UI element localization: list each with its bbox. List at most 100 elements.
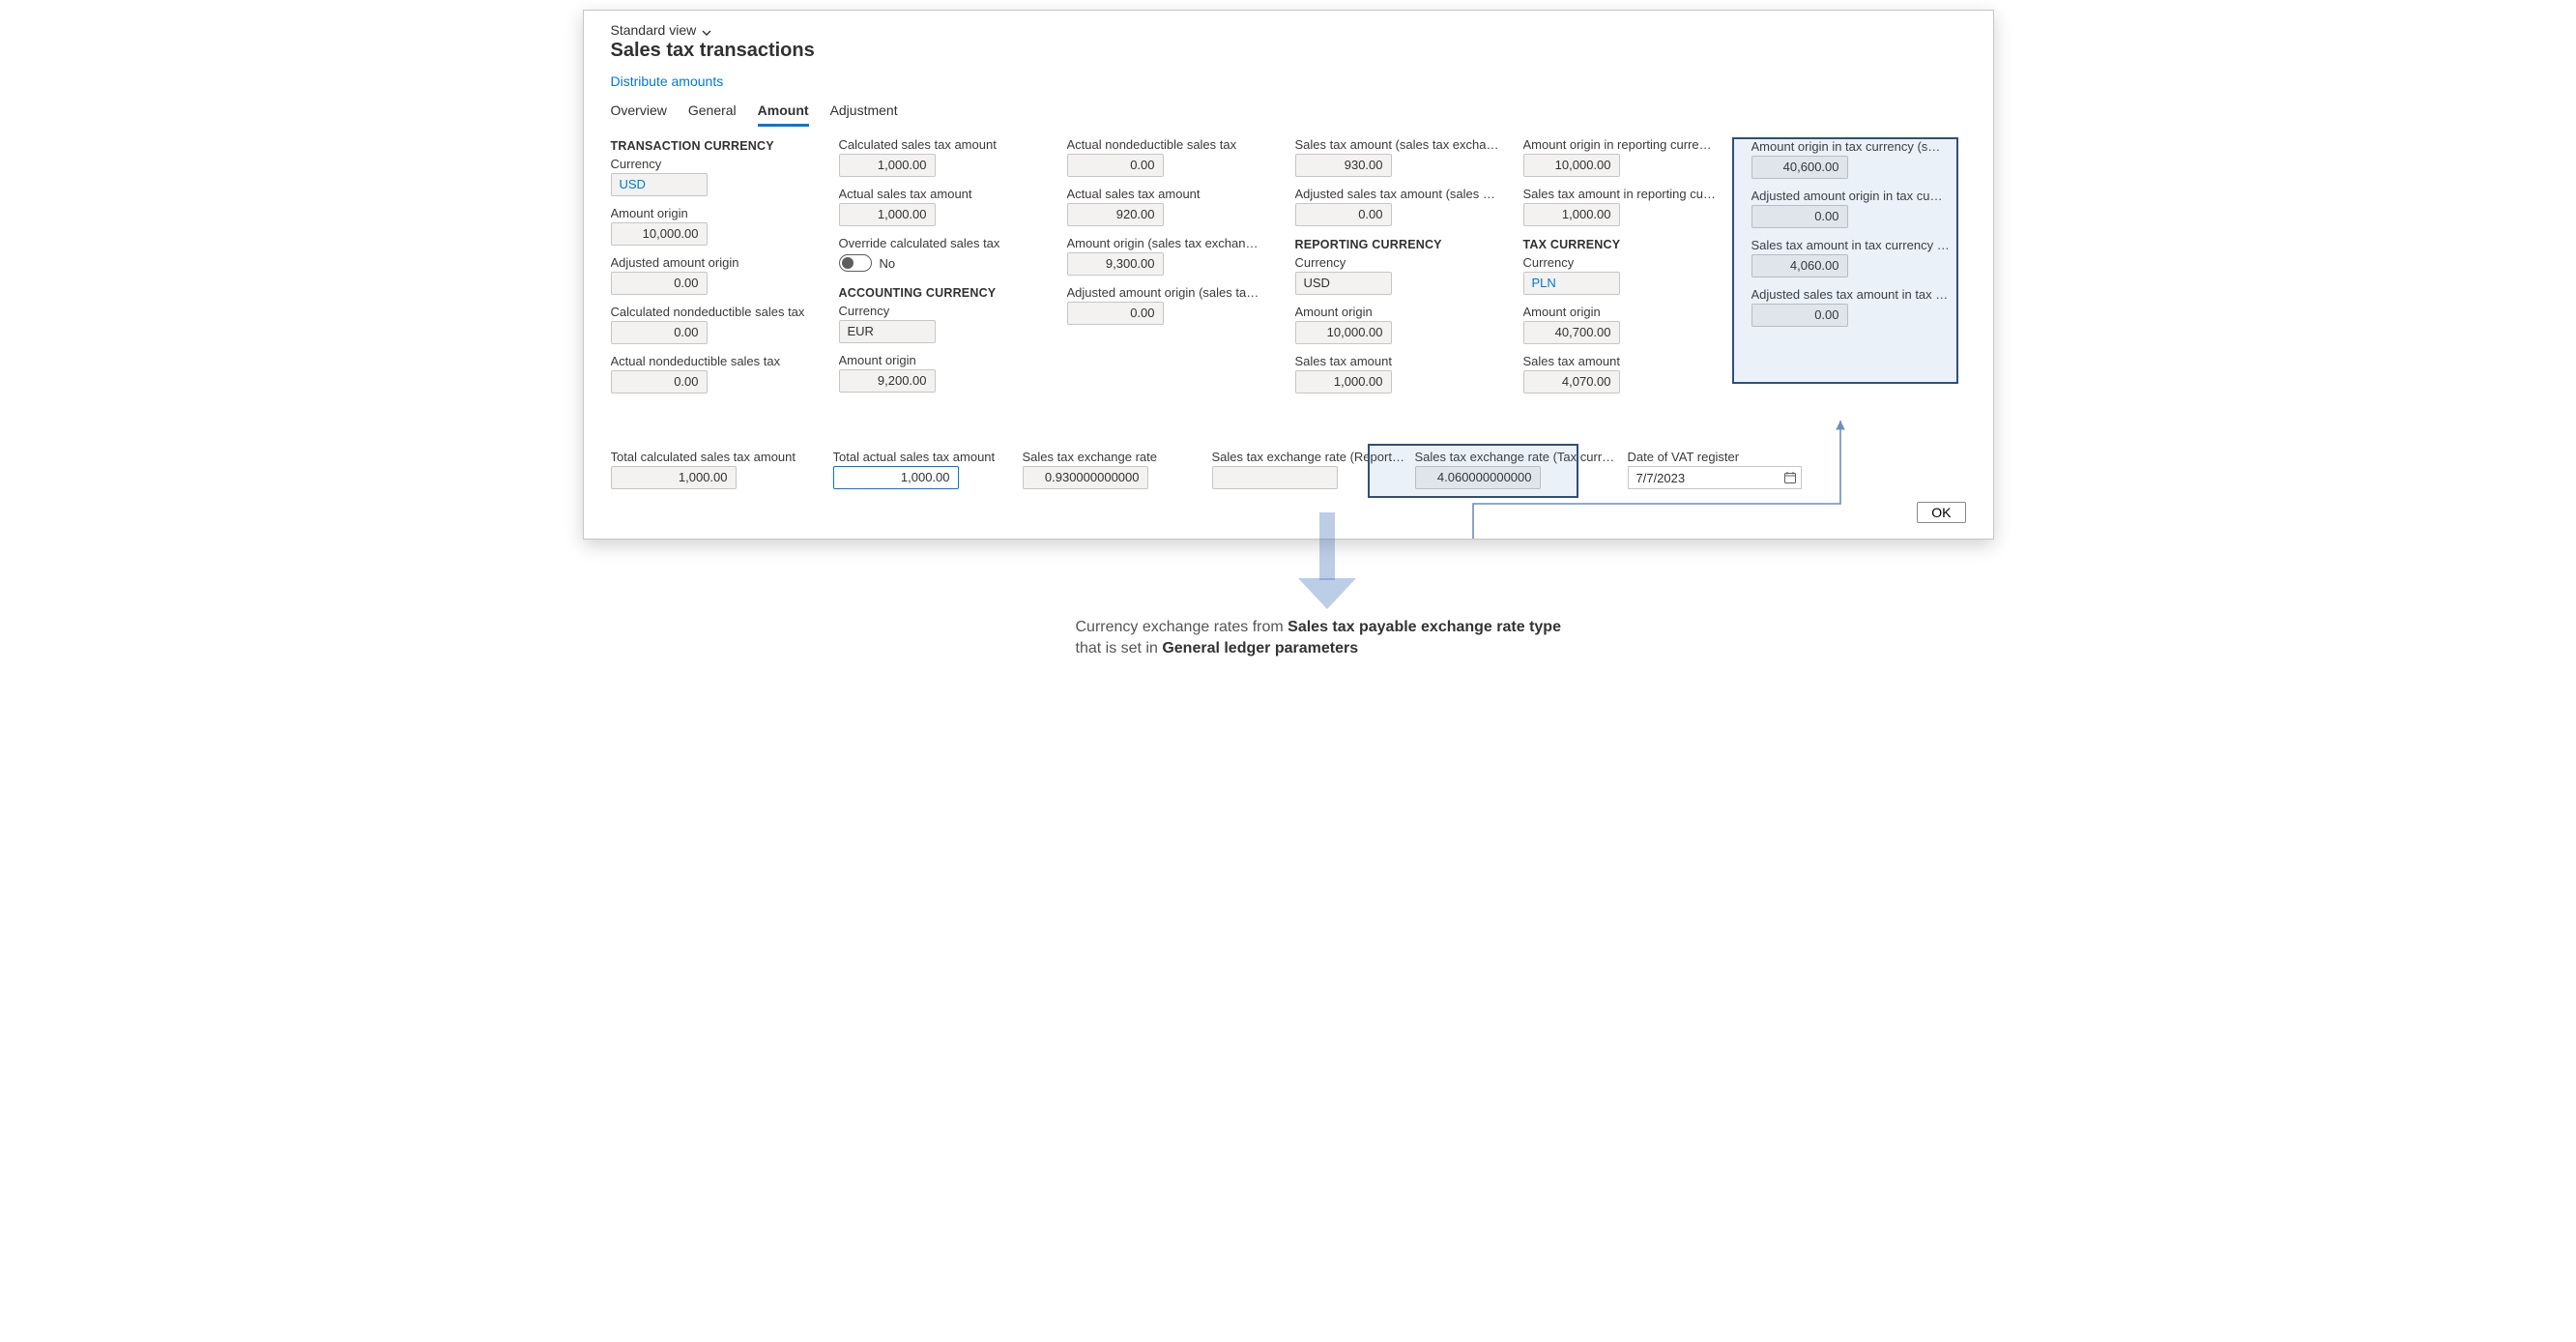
transaction-amount-origin[interactable]: 10,000.00 [611, 222, 708, 246]
actual-nonded-sales-tax-trans[interactable]: 0.00 [611, 370, 708, 394]
col-4: Sales tax amount (sales tax excha… 930.0… [1295, 137, 1506, 403]
date-vat-register-value: 7/7/2023 [1636, 471, 1686, 485]
annotation-caption: Currency exchange rates from Sales tax p… [1076, 617, 1578, 658]
sales-tax-exch-rate-tax[interactable]: 4.060000000000 [1415, 466, 1541, 489]
annotation-arrow-wrap: Currency exchange rates from Sales tax p… [989, 551, 1665, 658]
sales-tax-exch-rate[interactable]: 0.930000000000 [1023, 466, 1148, 489]
label-adjusted-sales-tax-amount-exch: Adjusted sales tax amount (sales … [1295, 187, 1506, 201]
accounting-currency-value[interactable]: EUR [839, 320, 936, 343]
distribute-amounts-link[interactable]: Distribute amounts [611, 73, 724, 89]
section-tax-currency: TAX CURRENCY [1523, 238, 1734, 251]
label-actual-nonded-sales-tax: Actual nondeductible sales tax [611, 354, 822, 368]
sales-tax-exch-rate-reporting[interactable] [1212, 466, 1338, 489]
tab-general[interactable]: General [688, 99, 737, 127]
date-vat-register-input[interactable]: 7/7/2023 [1628, 466, 1802, 489]
label-rep-sales-tax-amount: Sales tax amount [1295, 354, 1506, 368]
total-calc-sales-tax[interactable]: 1,000.00 [611, 466, 737, 489]
label-sales-tax-amount-tax-curr: Sales tax amount in tax currency … [1751, 238, 1962, 252]
label-override-calc-sales-tax: Override calculated sales tax [839, 236, 1050, 250]
actual-sales-tax-amount[interactable]: 1,000.00 [839, 203, 936, 226]
label-tax-amount-origin: Amount origin [1523, 305, 1734, 319]
label-actual-sales-tax-amount-2: Actual sales tax amount [1067, 187, 1278, 201]
label-amount-origin-exch: Amount origin (sales tax exchan… [1067, 236, 1278, 250]
ok-button[interactable]: OK [1917, 502, 1965, 523]
reporting-sales-tax-amount[interactable]: 1,000.00 [1295, 370, 1392, 394]
adjusted-amount-origin-tax-curr[interactable]: 0.00 [1751, 205, 1848, 228]
amount-origin-exch[interactable]: 9,300.00 [1067, 252, 1164, 276]
tab-bar: Overview General Amount Adjustment [611, 99, 1966, 128]
caption-prefix: Currency exchange rates from [1076, 619, 1288, 635]
adjusted-amount-origin-exch[interactable]: 0.00 [1067, 302, 1164, 325]
sales-tax-amount-tax-curr[interactable]: 4,060.00 [1751, 254, 1848, 277]
caption-bold-2: General ledger parameters [1162, 640, 1358, 656]
caption-middle: that is set in [1076, 640, 1163, 656]
adjusted-sales-tax-amount-tax-curr[interactable]: 0.00 [1751, 304, 1848, 327]
label-adjusted-amount-origin-exch: Adjusted amount origin (sales ta… [1067, 285, 1278, 300]
col-6-tax-currency-detail: Amount origin in tax currency (s… 40,600… [1751, 137, 1962, 336]
calc-sales-tax-amount[interactable]: 1,000.00 [839, 154, 936, 177]
label-actual-sales-tax-amount: Actual sales tax amount [839, 187, 1050, 201]
toggle-off-icon [839, 254, 872, 272]
sales-tax-amount-exch[interactable]: 930.00 [1295, 154, 1392, 177]
label-calc-nonded-sales-tax: Calculated nondeductible sales tax [611, 305, 822, 319]
tax-amount-origin[interactable]: 40,700.00 [1523, 321, 1620, 344]
sales-tax-amount-reporting[interactable]: 1,000.00 [1523, 203, 1620, 226]
label-total-calc-sales-tax: Total calculated sales tax amount [611, 450, 824, 464]
transaction-currency-value[interactable]: USD [611, 173, 708, 196]
label-sales-tax-exch-rate-reporting: Sales tax exchange rate (Reporti… [1212, 450, 1405, 464]
sales-tax-dialog: Standard view Sales tax transactions Dis… [583, 10, 1994, 540]
bottom-row: Total calculated sales tax amount 1,000.… [611, 450, 1966, 492]
transaction-adjusted-amount-origin[interactable]: 0.00 [611, 272, 708, 295]
adjusted-sales-tax-amount-exch[interactable]: 0.00 [1295, 203, 1392, 226]
label-tax-currency: Currency [1523, 255, 1734, 270]
section-transaction-currency: TRANSACTION CURRENCY [611, 139, 822, 153]
override-toggle-label: No [880, 256, 896, 271]
tab-adjustment[interactable]: Adjustment [830, 99, 898, 127]
amount-origin-reporting[interactable]: 10,000.00 [1523, 154, 1620, 177]
view-dropdown[interactable]: Standard view [611, 22, 712, 38]
col-2: Calculated sales tax amount 1,000.00 Act… [839, 137, 1050, 402]
tab-overview[interactable]: Overview [611, 99, 667, 127]
label-adjusted-sales-tax-amount-tax-curr: Adjusted sales tax amount in tax … [1751, 287, 1962, 302]
amount-origin-tax-curr[interactable]: 40,600.00 [1751, 156, 1848, 179]
label-date-vat-register: Date of VAT register [1628, 450, 1802, 464]
label-adjusted-amount-origin: Adjusted amount origin [611, 255, 822, 270]
label-currency: Currency [611, 157, 822, 171]
chevron-down-icon [702, 25, 711, 35]
label-sales-tax-exch-rate: Sales tax exchange rate [1023, 450, 1202, 464]
tax-currency-value[interactable]: PLN [1523, 272, 1620, 295]
calendar-icon [1783, 471, 1797, 484]
reporting-currency-value[interactable]: USD [1295, 272, 1392, 295]
arrow-down-icon [1298, 551, 1356, 609]
override-toggle[interactable]: No [839, 254, 896, 272]
section-reporting-currency: REPORTING CURRENCY [1295, 238, 1506, 251]
caption-bold-1: Sales tax payable exchange rate type [1288, 619, 1561, 635]
col-5: Amount origin in reporting curre… 10,000… [1523, 137, 1734, 403]
total-actual-sales-tax[interactable]: 1,000.00 [833, 466, 959, 489]
col-3: Actual nondeductible sales tax 0.00 Actu… [1067, 137, 1278, 335]
label-sales-tax-exch-rate-tax: Sales tax exchange rate (Tax curr… [1415, 450, 1618, 464]
label-rep-currency: Currency [1295, 255, 1506, 270]
page-title: Sales tax transactions [611, 40, 1966, 62]
label-total-actual-sales-tax: Total actual sales tax amount [833, 450, 1013, 464]
actual-nonded-sales-tax-2[interactable]: 0.00 [1067, 154, 1164, 177]
field-columns: TRANSACTION CURRENCY Currency USD Amount… [611, 137, 1966, 403]
label-amount-origin: Amount origin [611, 206, 822, 220]
label-calc-sales-tax-amount: Calculated sales tax amount [839, 137, 1050, 152]
label-sales-tax-amount-reporting: Sales tax amount in reporting cu… [1523, 187, 1734, 201]
label-sales-tax-amount-exch: Sales tax amount (sales tax excha… [1295, 137, 1506, 152]
label-tax-sales-tax-amount: Sales tax amount [1523, 354, 1734, 368]
reporting-amount-origin[interactable]: 10,000.00 [1295, 321, 1392, 344]
section-accounting-currency: ACCOUNTING CURRENCY [839, 286, 1050, 300]
label-acc-amount-origin: Amount origin [839, 353, 1050, 367]
label-rep-amount-origin: Amount origin [1295, 305, 1506, 319]
view-label: Standard view [611, 22, 697, 38]
label-adjusted-amount-origin-tax-curr: Adjusted amount origin in tax cu… [1751, 189, 1962, 203]
tax-sales-tax-amount[interactable]: 4,070.00 [1523, 370, 1620, 394]
accounting-amount-origin[interactable]: 9,200.00 [839, 369, 936, 393]
label-actual-nonded-sales-tax-2: Actual nondeductible sales tax [1067, 137, 1278, 152]
actual-sales-tax-amount-2[interactable]: 920.00 [1067, 203, 1164, 226]
tab-amount[interactable]: Amount [758, 99, 809, 127]
calc-nonded-sales-tax[interactable]: 0.00 [611, 321, 708, 344]
label-acc-currency: Currency [839, 304, 1050, 318]
